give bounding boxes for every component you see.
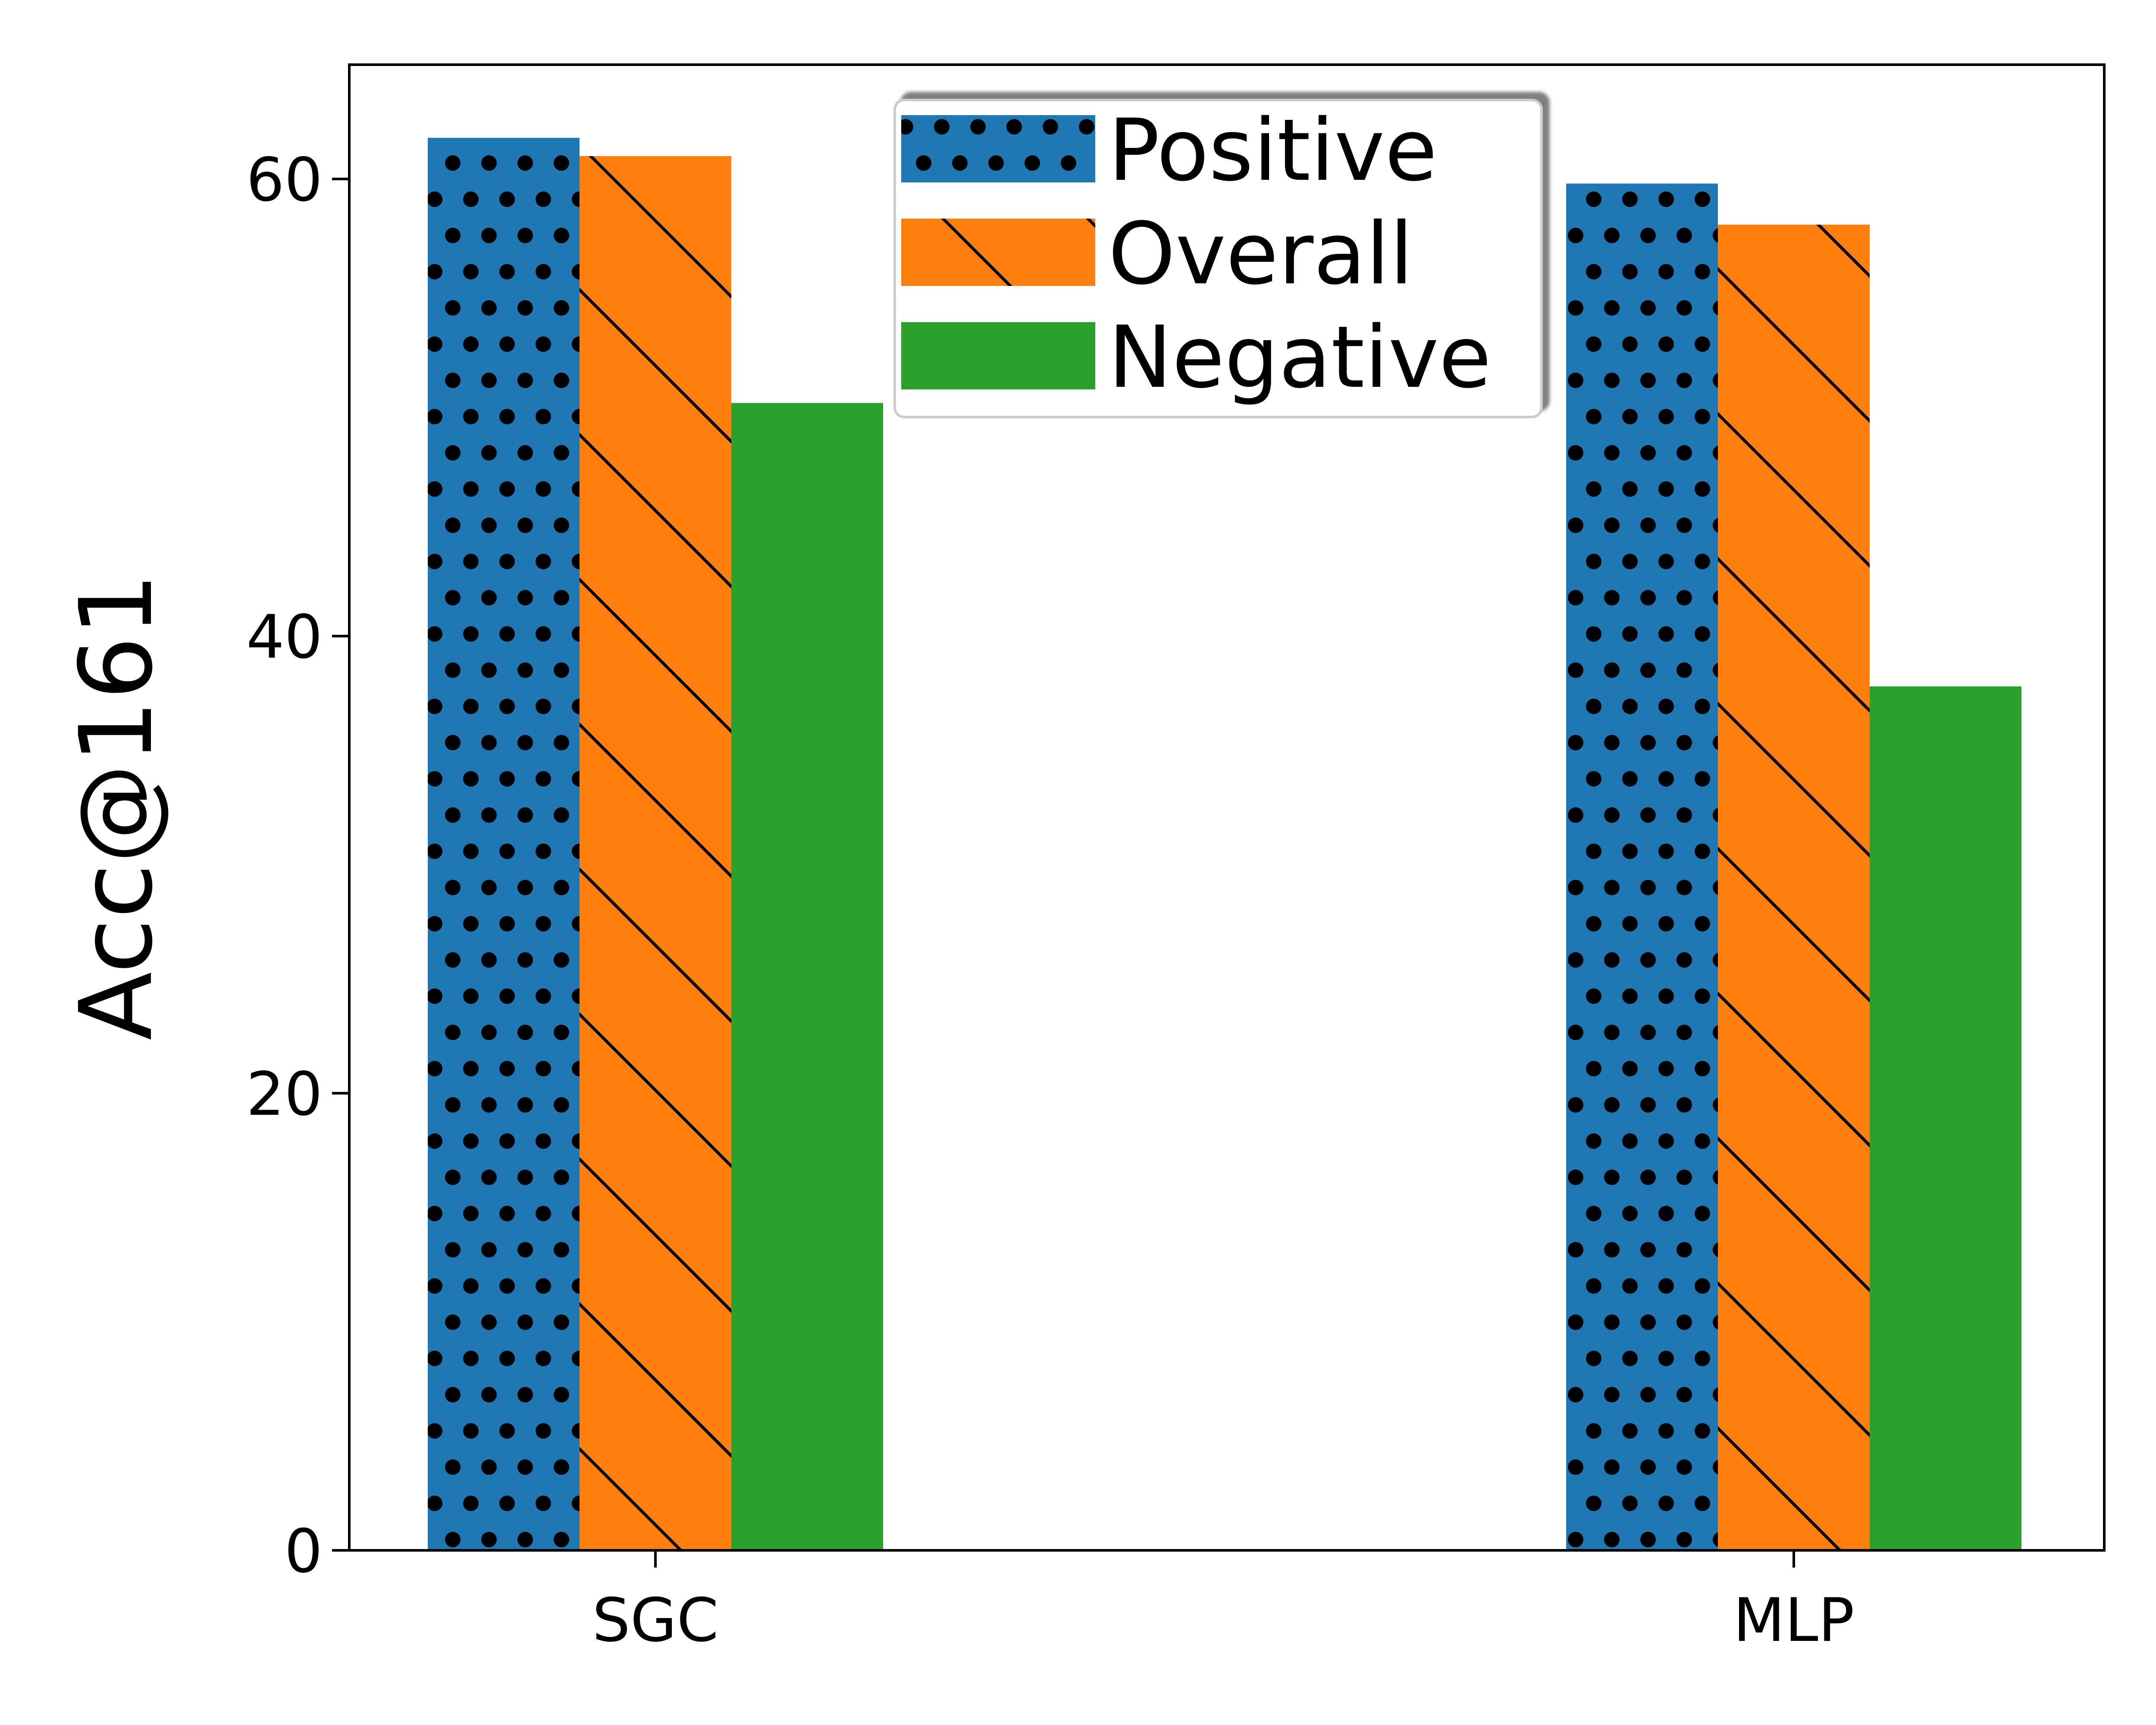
bar-negative-mlp [1870, 686, 2021, 1550]
axes-frame [348, 63, 2106, 1552]
y-tick-label: 60 [246, 145, 323, 215]
legend-item-overall: Overall [901, 204, 1413, 304]
legend-item-positive: Positive [901, 100, 1437, 200]
plot-area [428, 138, 2021, 1551]
x-tick-label: SGC [592, 1585, 719, 1655]
y-tick-label: 20 [246, 1059, 323, 1129]
x-tick-label: MLP [1733, 1585, 1854, 1655]
y-axis-label: Acc@161 [58, 573, 175, 1041]
y-tick-label: 40 [246, 602, 323, 672]
bar-negative-sgc [731, 403, 883, 1551]
legend-label: Negative [1108, 307, 1492, 407]
bar-positive-sgc [428, 138, 580, 1550]
bar-positive-mlp [1566, 183, 1718, 1550]
legend-item-negative: Negative [901, 307, 1492, 407]
legend-label: Overall [1108, 204, 1413, 304]
bar-overall-mlp [1718, 225, 1870, 1550]
legend-label: Positive [1108, 100, 1437, 200]
y-tick-label: 0 [285, 1516, 323, 1586]
legend-swatch [901, 322, 1095, 389]
bar-overall-sgc [580, 156, 731, 1550]
x-axis: SGC MLP [592, 1550, 1855, 1655]
y-axis: 0 20 40 60 [246, 145, 349, 1586]
